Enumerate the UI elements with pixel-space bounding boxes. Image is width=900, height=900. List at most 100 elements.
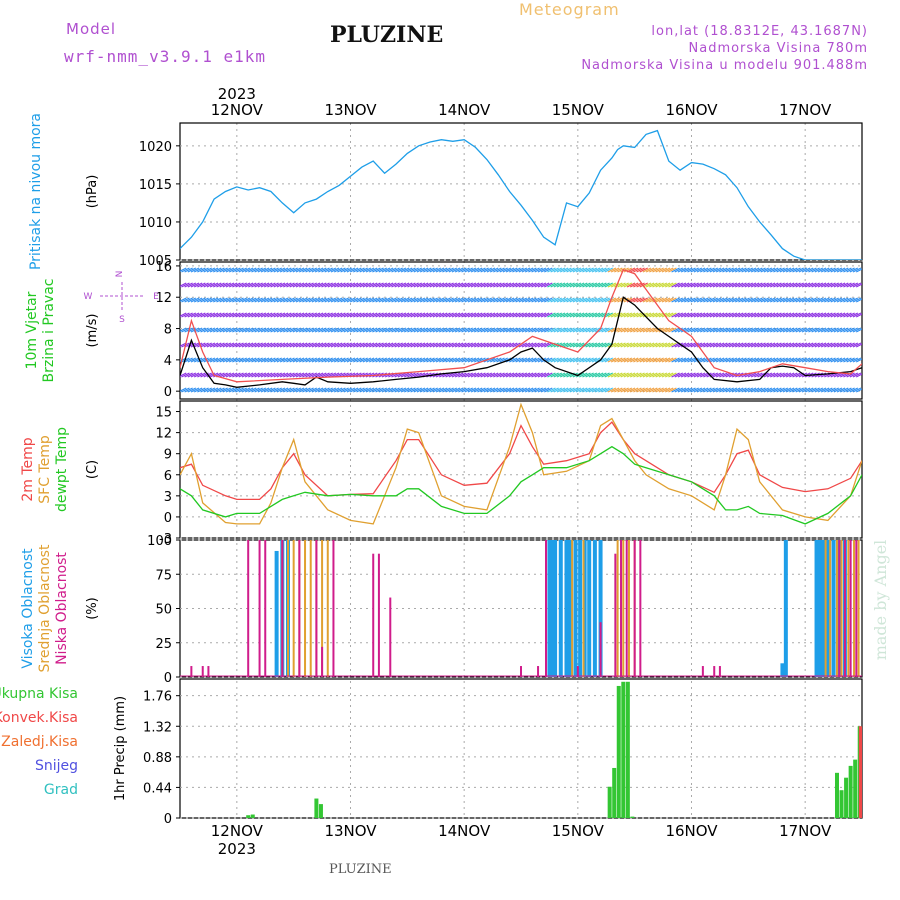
- wind-arrow: [594, 342, 604, 348]
- wind-arrow: [260, 387, 270, 393]
- wind-arrow: [528, 387, 537, 393]
- wind-arrow: [445, 327, 454, 333]
- wind-arrow: [598, 372, 607, 378]
- wind-arrow: [209, 327, 219, 333]
- wind-arrow: [817, 342, 827, 348]
- wind-arrow: [276, 387, 286, 393]
- bar-niska-oblacnost: [838, 540, 841, 677]
- y-tick-label: 8: [164, 323, 172, 338]
- wind-arrow: [617, 267, 626, 273]
- wind-arrow: [260, 357, 270, 363]
- wind-arrow: [661, 387, 671, 393]
- wind-arrow: [464, 267, 473, 273]
- wind-arrow: [661, 357, 671, 363]
- wind-arrow: [410, 342, 419, 348]
- wind-arrow: [642, 327, 652, 333]
- wind-arrow: [477, 372, 486, 378]
- panel-body: [180, 402, 862, 525]
- panel-title: 10m Vjetar: [24, 291, 40, 369]
- wind-arrow: [779, 357, 789, 363]
- wind-arrow: [639, 342, 649, 348]
- wind-arrow: [531, 267, 540, 273]
- wind-arrow: [725, 297, 734, 303]
- wind-arrow: [633, 297, 642, 303]
- wind-arrow: [493, 327, 502, 333]
- wind-arrow: [849, 357, 859, 363]
- wind-arrow: [610, 342, 620, 348]
- wind-arrow: [563, 387, 572, 393]
- y-unit-label: (hPa): [85, 175, 100, 209]
- wind-arrow: [808, 387, 817, 393]
- wind-arrow: [365, 342, 375, 348]
- wind-arrow: [629, 297, 639, 303]
- top-day-label: 15NOV: [552, 101, 605, 119]
- bar-ukupna-kisa: [621, 681, 626, 818]
- bar-srednja-oblacnost: [857, 540, 860, 677]
- wind-arrow: [502, 312, 512, 318]
- wind-arrow: [805, 312, 814, 318]
- wind-arrow: [652, 297, 661, 303]
- wind-arrow: [295, 312, 305, 318]
- wind-arrow: [509, 357, 518, 363]
- wind-arrow: [454, 282, 464, 288]
- wind-arrow: [744, 267, 754, 273]
- wind-arrow: [855, 373, 862, 378]
- wind-arrow: [722, 297, 731, 303]
- wind-arrow: [569, 267, 578, 273]
- wind-arrow: [251, 372, 260, 378]
- wind-arrow: [566, 267, 575, 273]
- wind-arrow: [292, 372, 302, 378]
- wind-arrow: [400, 267, 410, 273]
- wind-arrow: [193, 342, 203, 348]
- wind-arrow: [458, 342, 467, 348]
- model-elevation-label: Nadmorska Visina u modelu 901.488m: [581, 58, 868, 73]
- wind-arrow: [770, 387, 779, 393]
- wind-arrow: [738, 282, 747, 288]
- wind-arrow: [413, 267, 423, 273]
- wind-arrow: [827, 327, 836, 333]
- wind-arrow: [432, 357, 442, 363]
- wind-arrow: [461, 267, 470, 273]
- wind-arrow: [699, 387, 709, 393]
- bar-ukupna-kisa: [853, 759, 858, 818]
- wind-arrow: [372, 297, 381, 303]
- wind-arrow: [830, 327, 839, 333]
- wind-arrow: [760, 357, 769, 363]
- wind-arrow: [391, 357, 400, 363]
- bar-niska-oblacnost: [625, 540, 628, 677]
- wind-arrow: [734, 282, 744, 288]
- wind-arrow: [356, 312, 365, 318]
- wind-arrow: [544, 342, 553, 348]
- wind-arrow: [849, 312, 859, 318]
- wind-arrow: [499, 267, 508, 273]
- wind-arrow: [734, 312, 744, 318]
- wind-arrow: [712, 372, 722, 378]
- wind-arrow: [563, 297, 572, 303]
- wind-arrow: [789, 297, 798, 303]
- wind-arrow: [190, 267, 200, 273]
- wind-arrow: [254, 267, 263, 273]
- wind-arrow: [572, 282, 582, 288]
- wind-arrow: [731, 342, 741, 348]
- wind-arrow: [384, 342, 394, 348]
- wind-arrow: [235, 357, 244, 363]
- wind-arrow: [556, 327, 566, 333]
- wind-arrow: [343, 312, 353, 318]
- wind-arrow: [292, 282, 302, 288]
- wind-arrow: [808, 357, 817, 363]
- wind-arrow: [254, 342, 263, 348]
- wind-arrow: [636, 387, 645, 393]
- wind-arrow: [693, 282, 703, 288]
- wind-arrow: [591, 297, 601, 303]
- wind-arrow: [579, 387, 588, 393]
- wind-arrow: [785, 282, 795, 288]
- wind-arrow: [607, 387, 617, 393]
- bar-srednja-oblacnost: [582, 540, 585, 677]
- wind-arrow: [677, 267, 687, 273]
- wind-arrow: [400, 297, 410, 303]
- wind-arrow: [782, 282, 792, 288]
- wind-arrow: [817, 357, 827, 363]
- bar-srednja-oblacnost: [304, 540, 307, 677]
- elevation-label: Nadmorska Visina 780m: [688, 41, 868, 56]
- wind-arrow: [283, 267, 292, 273]
